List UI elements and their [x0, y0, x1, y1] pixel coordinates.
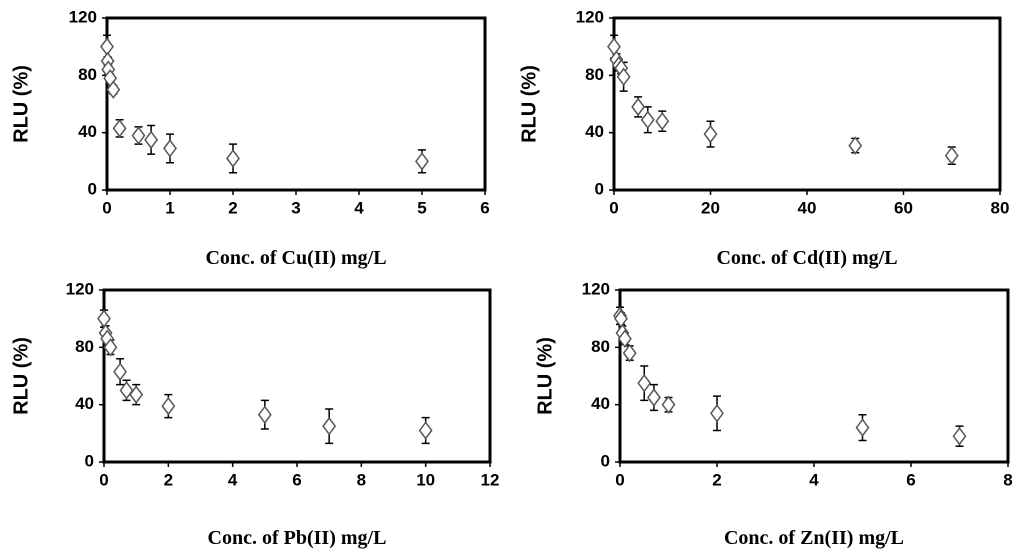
y-tick-label: 0	[85, 451, 94, 470]
x-tick-label: 3	[291, 198, 300, 217]
data-point	[418, 421, 433, 440]
x-tick-label: 4	[354, 198, 364, 217]
x-tick-label: 12	[481, 470, 500, 489]
x-tick-label: 2	[228, 198, 237, 217]
x-tick-label: 6	[906, 470, 915, 489]
y-tick-label: 80	[585, 65, 604, 84]
x-tick-label: 0	[102, 198, 111, 217]
data-point	[661, 395, 676, 414]
data-point	[640, 110, 655, 130]
y-tick-label: 120	[582, 279, 610, 298]
x-tick-label: 6	[292, 470, 301, 489]
x-axis-label: Conc. of Cd(II) mg/L	[716, 247, 897, 269]
data-point	[848, 136, 863, 155]
data-point	[97, 309, 111, 328]
y-tick-label: 0	[88, 179, 97, 198]
data-point	[637, 373, 652, 393]
data-point	[113, 362, 128, 381]
y-tick-label: 40	[585, 122, 604, 141]
data-point	[631, 97, 646, 117]
y-tick-label: 80	[78, 65, 97, 84]
x-tick-label: 4	[809, 470, 819, 489]
x-tick-label: 1	[165, 198, 174, 217]
x-tick-label: 2	[712, 470, 721, 489]
x-tick-label: 8	[357, 470, 366, 489]
data-point	[855, 418, 870, 437]
y-tick-label: 120	[69, 7, 97, 26]
data-point	[322, 416, 337, 436]
data-point	[616, 67, 631, 87]
x-tick-label: 40	[798, 198, 817, 217]
data-point	[703, 124, 718, 144]
y-axis-label: RLU (%)	[534, 337, 556, 415]
data-point	[226, 149, 240, 168]
x-axis-label: Conc. of Pb(II) mg/L	[208, 527, 387, 549]
x-tick-label: 10	[416, 470, 435, 489]
x-tick-label: 80	[991, 198, 1010, 217]
data-point	[952, 426, 967, 446]
data-point	[710, 404, 724, 423]
data-point	[944, 146, 959, 165]
data-point	[617, 329, 632, 348]
plot-frame	[618, 288, 1010, 464]
data-point	[647, 388, 661, 407]
plot-frame	[612, 16, 1002, 192]
x-tick-label: 0	[99, 470, 108, 489]
x-axis-label: Conc. of Zn(II) mg/L	[724, 527, 904, 549]
data-point	[622, 343, 637, 363]
data-point	[257, 405, 272, 424]
x-axis-label: Conc. of Cu(II) mg/L	[205, 247, 386, 269]
y-tick-label: 80	[75, 337, 94, 356]
x-tick-label: 4	[228, 470, 238, 489]
plot-frame	[105, 16, 487, 192]
y-axis-label: RLU (%)	[10, 337, 32, 415]
y-axis-label: RLU (%)	[10, 65, 32, 143]
x-tick-label: 8	[1003, 470, 1012, 489]
data-point	[100, 37, 114, 56]
x-tick-label: 0	[615, 470, 624, 489]
data-point	[144, 130, 159, 150]
y-axis-label: RLU (%)	[518, 65, 540, 143]
data-point	[655, 111, 670, 131]
x-tick-label: 20	[701, 198, 720, 217]
y-tick-label: 0	[601, 451, 610, 470]
data-point	[112, 119, 127, 138]
data-point	[163, 139, 177, 158]
y-tick-label: 40	[591, 394, 610, 413]
data-point	[131, 126, 146, 145]
data-point	[129, 385, 144, 404]
y-tick-label: 120	[576, 7, 604, 26]
data-point	[161, 396, 176, 416]
plot-frame	[102, 288, 492, 464]
x-tick-label: 5	[417, 198, 426, 217]
x-tick-label: 2	[164, 470, 173, 489]
y-tick-label: 40	[78, 122, 97, 141]
data-point	[607, 37, 621, 56]
data-point	[119, 381, 134, 400]
data-point	[106, 80, 121, 99]
y-tick-label: 40	[75, 394, 94, 413]
x-tick-label: 0	[609, 198, 618, 217]
x-tick-label: 6	[480, 198, 489, 217]
x-tick-label: 60	[894, 198, 913, 217]
y-tick-label: 0	[595, 179, 604, 198]
y-tick-label: 120	[66, 279, 94, 298]
data-point	[103, 338, 118, 357]
y-tick-label: 80	[591, 337, 610, 356]
data-point	[415, 152, 429, 171]
